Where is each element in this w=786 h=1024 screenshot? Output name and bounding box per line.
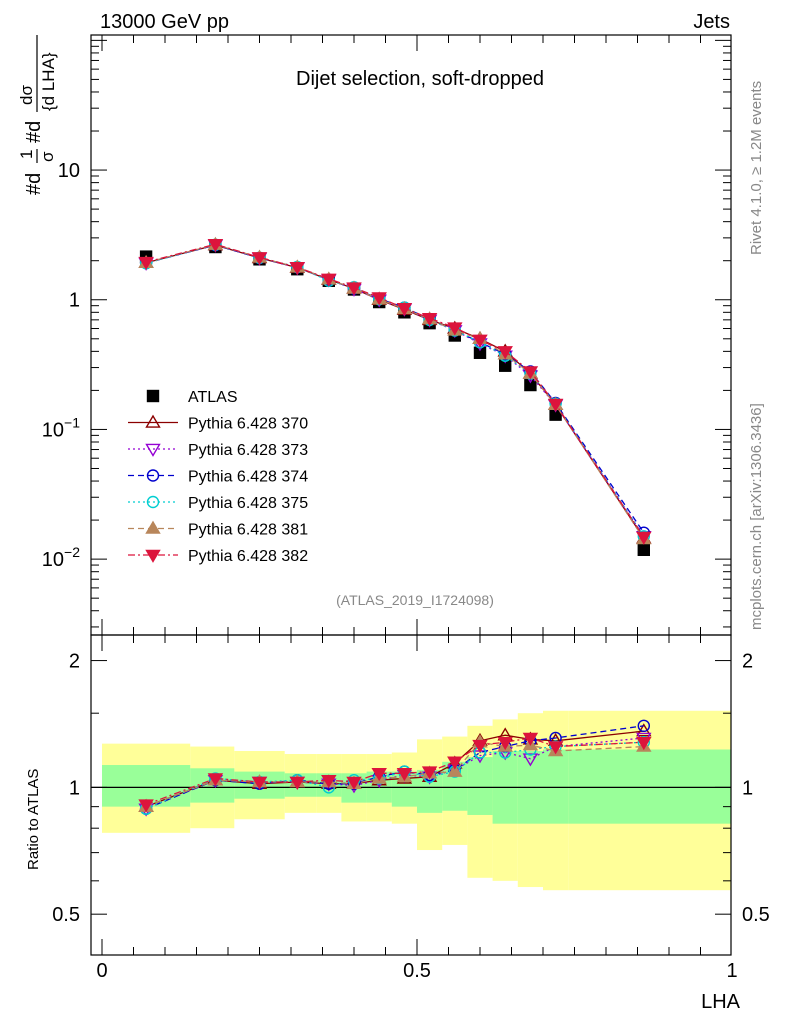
data-point (207, 773, 224, 787)
ylabel-frac2-den: {d LHA} (39, 52, 58, 111)
legend-label: Pythia 6.428 382 (188, 548, 308, 565)
data-point (421, 766, 438, 780)
legend-label: Pythia 6.428 373 (188, 442, 308, 459)
data-point (396, 768, 413, 782)
ratio-y-tick-label-right: 1 (742, 777, 753, 799)
axis-tick-labels: 10−2 10−1 1 10 0.5 0.5 1 1 2 2 0 0.5 1 (42, 160, 770, 982)
legend-label: Pythia 6.428 375 (188, 495, 308, 512)
x-tick-label: 0.5 (403, 960, 431, 982)
x-tick-label: 0 (96, 960, 107, 982)
data-point (522, 366, 539, 380)
data-point (346, 776, 362, 790)
data-point (146, 495, 160, 509)
legend-item: Pythia 6.428 374 (128, 469, 308, 486)
series-p382 (138, 238, 652, 545)
data-point (251, 252, 268, 266)
ylabel-frac2-num: dσ (17, 85, 36, 105)
data-point (637, 719, 650, 733)
data-point (522, 753, 539, 767)
data-point (145, 549, 161, 563)
data-point (497, 346, 513, 360)
ratio-y-axis-label: Ratio to ATLAS (25, 769, 42, 870)
ylabel-frac1-num: 1 (17, 150, 36, 159)
y-tick-label: 10−2 (42, 544, 80, 571)
data-point (636, 736, 652, 751)
data-point (371, 768, 387, 782)
band-inner-bin (543, 749, 569, 824)
ratio-y-tick-label: 0.5 (52, 904, 80, 926)
data-point (138, 256, 154, 271)
data-point (637, 543, 650, 557)
band-inner-bin (467, 757, 493, 815)
data-point (371, 292, 387, 306)
data-point (547, 741, 564, 755)
data-point (146, 469, 160, 482)
legend-item: Pythia 6.428 381 (128, 520, 308, 539)
main-axis-ticks (91, 35, 731, 955)
data-point (522, 732, 539, 746)
rivet-label: Rivet 4.1.0, ≥ 1.2M events (748, 81, 765, 255)
ratio-data-series (138, 719, 652, 817)
ratio-axis-ticks (91, 35, 731, 955)
data-point (146, 389, 160, 403)
header-right: Jets (693, 11, 730, 33)
legend-label: Pythia 6.428 370 (188, 416, 308, 433)
data-point (447, 756, 463, 770)
data-point (447, 763, 463, 777)
data-point (251, 776, 268, 790)
ratio-y-tick-label-right: 2 (742, 651, 753, 673)
legend-label: Pythia 6.428 381 (188, 522, 308, 539)
ratio-y-tick-label-right: 0.5 (742, 904, 770, 926)
data-point (145, 443, 161, 457)
legend-label: Pythia 6.428 374 (188, 469, 308, 486)
legend-item: ATLAS (146, 389, 238, 406)
data-point (207, 238, 224, 253)
data-point (145, 414, 161, 428)
data-point (289, 776, 306, 790)
main-y-axis-label: #d 1 σ #d dσ {d LHA} (17, 35, 58, 195)
ratio-series-p382 (138, 732, 652, 813)
main-data-series (138, 236, 652, 557)
y-tick-label: 10 (58, 160, 80, 182)
data-point (447, 322, 463, 336)
data-point (472, 739, 488, 753)
header-left: 13000 GeV pp (100, 11, 229, 33)
data-point (497, 736, 513, 751)
band-inner-bin (568, 749, 731, 824)
ylabel-prefix: #d (23, 173, 45, 195)
ratio-y-tick-label: 2 (69, 651, 80, 673)
data-point (547, 398, 564, 412)
main-plot-frame (90, 34, 732, 636)
x-tick-label: 1 (726, 960, 737, 982)
data-point (636, 531, 652, 545)
ratio-y-tick-label: 1 (69, 777, 80, 799)
ylabel-frac1-den: σ (38, 151, 57, 162)
y-tick-label: 1 (69, 290, 80, 312)
legend-item: Pythia 6.428 375 (128, 495, 308, 512)
data-point (321, 774, 337, 789)
legend: ATLAS Pythia 6.428 370 Pythia 6.428 373 Pyt… (128, 389, 308, 565)
legend-item: Pythia 6.428 370 (128, 414, 308, 433)
analysis-watermark: (ATLAS_2019_I1724098) (336, 592, 494, 608)
data-point (138, 799, 154, 813)
legend-item: Pythia 6.428 382 (128, 548, 308, 565)
data-point (289, 262, 306, 276)
data-point (145, 520, 161, 534)
ratio-line (145, 737, 644, 806)
legend-label: ATLAS (188, 389, 238, 406)
plot-title: Dijet selection, soft-dropped (296, 68, 544, 90)
source-label: mcplots.cern.ch [arXiv:1306.3436] (748, 403, 765, 630)
data-point (421, 313, 438, 327)
data-point (472, 334, 488, 348)
y-tick-label: 10−1 (42, 414, 80, 441)
legend-item: Pythia 6.428 373 (128, 442, 308, 459)
data-point (396, 302, 413, 317)
data-point (346, 282, 362, 296)
x-axis-label: LHA (701, 991, 741, 1013)
data-point (321, 273, 337, 287)
ylabel-mid: #d (23, 121, 45, 143)
ratio-plot-frame (90, 634, 732, 956)
